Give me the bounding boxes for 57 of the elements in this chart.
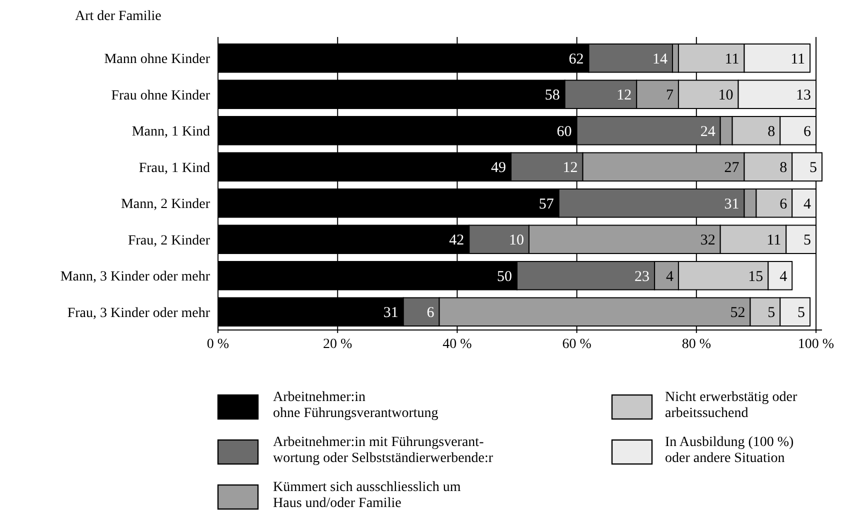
- data-label: 60: [556, 124, 572, 140]
- x-tick-label: 40 %: [442, 337, 472, 352]
- data-label: 4: [666, 268, 674, 285]
- data-label: 23: [634, 268, 650, 285]
- legend-label: Nicht erwerbstätig oder arbeitssuchend: [665, 390, 798, 421]
- data-label: 4: [780, 268, 788, 285]
- data-label: 11: [790, 51, 806, 68]
- data-label: 5: [810, 160, 817, 176]
- y-tick-label: Frau, 1 Kind: [138, 160, 210, 176]
- data-label: 8: [780, 160, 788, 176]
- data-label: 5: [798, 305, 806, 322]
- y-tick-label: Frau, 3 Kinder oder mehr: [67, 306, 210, 321]
- data-label: 10: [718, 88, 734, 104]
- y-axis-title: Art der Familie: [75, 9, 162, 24]
- data-label: 49: [491, 160, 506, 176]
- data-label: 6: [780, 196, 788, 212]
- x-tick-label: 80 %: [682, 337, 712, 352]
- data-label: 5: [768, 305, 776, 322]
- data-label: 6: [804, 124, 812, 140]
- data-label: 31: [724, 196, 740, 212]
- data-label: 15: [748, 268, 764, 285]
- data-label: 12: [616, 88, 632, 104]
- data-label: 11: [724, 51, 740, 68]
- data-label: 52: [730, 305, 746, 322]
- data-label: 12: [562, 160, 578, 176]
- y-tick-label: Mann, 1 Kind: [132, 124, 210, 140]
- legend-label: Arbeitnehmer:in mit Führungsverant- wortung oder Selbstständierwerbende:r: [273, 435, 494, 466]
- y-tick-label: Mann ohne Kinder: [104, 52, 210, 68]
- data-label: 50: [497, 268, 512, 285]
- data-label: 31: [383, 305, 398, 322]
- y-tick-label: Frau ohne Kinder: [111, 88, 210, 104]
- data-label: 11: [766, 232, 782, 249]
- data-label: 10: [508, 232, 524, 249]
- y-tick-label: Mann, 3 Kinder oder mehr: [60, 270, 210, 285]
- data-label: 42: [449, 232, 464, 249]
- data-label: 13: [796, 88, 812, 104]
- data-label: 24: [700, 124, 716, 140]
- legend-label: In Ausbildung (100 %) oder andere Situation: [665, 435, 794, 466]
- x-tick-label: 20 %: [323, 337, 353, 352]
- data-label: 62: [568, 51, 584, 68]
- data-label: 14: [652, 51, 668, 68]
- x-tick-label: 60 %: [562, 337, 592, 352]
- x-tick-label: 0 %: [206, 337, 230, 352]
- data-label: 7: [666, 88, 674, 104]
- data-label: 27: [724, 160, 740, 176]
- data-label: 4: [804, 196, 812, 212]
- data-label: 5: [804, 232, 812, 249]
- legend-label: Arbeitnehmer:in ohne Führungsverantwortung: [273, 390, 438, 421]
- y-tick-label: Frau, 2 Kinder: [128, 233, 210, 248]
- legend-label: Kümmert sich ausschliesslich um Haus und/oder Familie: [273, 480, 461, 510]
- x-tick-label: 100 %: [798, 337, 834, 352]
- data-label: 6: [426, 305, 435, 322]
- data-label: 57: [538, 196, 554, 212]
- y-tick-label: Mann, 2 Kinder: [120, 197, 210, 212]
- data-label: 32: [700, 232, 716, 249]
- data-label: 8: [768, 124, 776, 140]
- data-label: 58: [544, 88, 560, 104]
